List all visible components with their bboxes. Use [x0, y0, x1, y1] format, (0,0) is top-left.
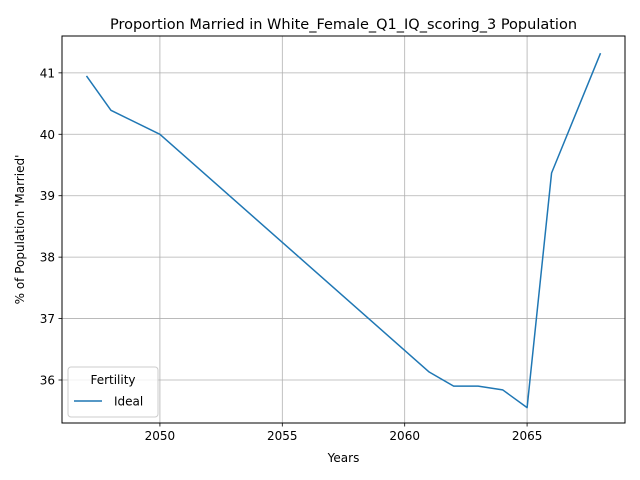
- y-tick-label: 41: [40, 66, 55, 80]
- y-axis-ticks: 36 37 38 39 40 41: [40, 66, 62, 388]
- y-axis-label: % of Population 'Married': [13, 155, 27, 305]
- series-line-ideal: [85, 52, 602, 409]
- x-tick-label: 2060: [389, 429, 420, 443]
- legend-label-ideal: Ideal: [114, 395, 143, 409]
- legend-title: Fertility: [90, 373, 135, 387]
- series-layer: [85, 52, 602, 409]
- chart-title: Proportion Married in White_Female_Q1_IQ…: [110, 17, 577, 33]
- plot-frame: [61, 35, 626, 424]
- y-tick-label: 38: [40, 251, 55, 265]
- x-tick-label: 2055: [267, 429, 298, 443]
- legend: Fertility Ideal: [67, 366, 159, 418]
- grid: [62, 36, 625, 423]
- x-tick-label: 2065: [512, 429, 543, 443]
- y-tick-label: 40: [40, 128, 55, 142]
- y-tick-label: 37: [40, 312, 55, 326]
- x-axis-label: Years: [327, 451, 360, 465]
- x-tick-label: 2050: [145, 429, 176, 443]
- y-tick-label: 36: [40, 374, 55, 388]
- legend-box: [67, 366, 159, 418]
- x-axis-ticks: 2050 2055 2060 2065: [145, 423, 543, 443]
- y-tick-label: 39: [40, 189, 55, 203]
